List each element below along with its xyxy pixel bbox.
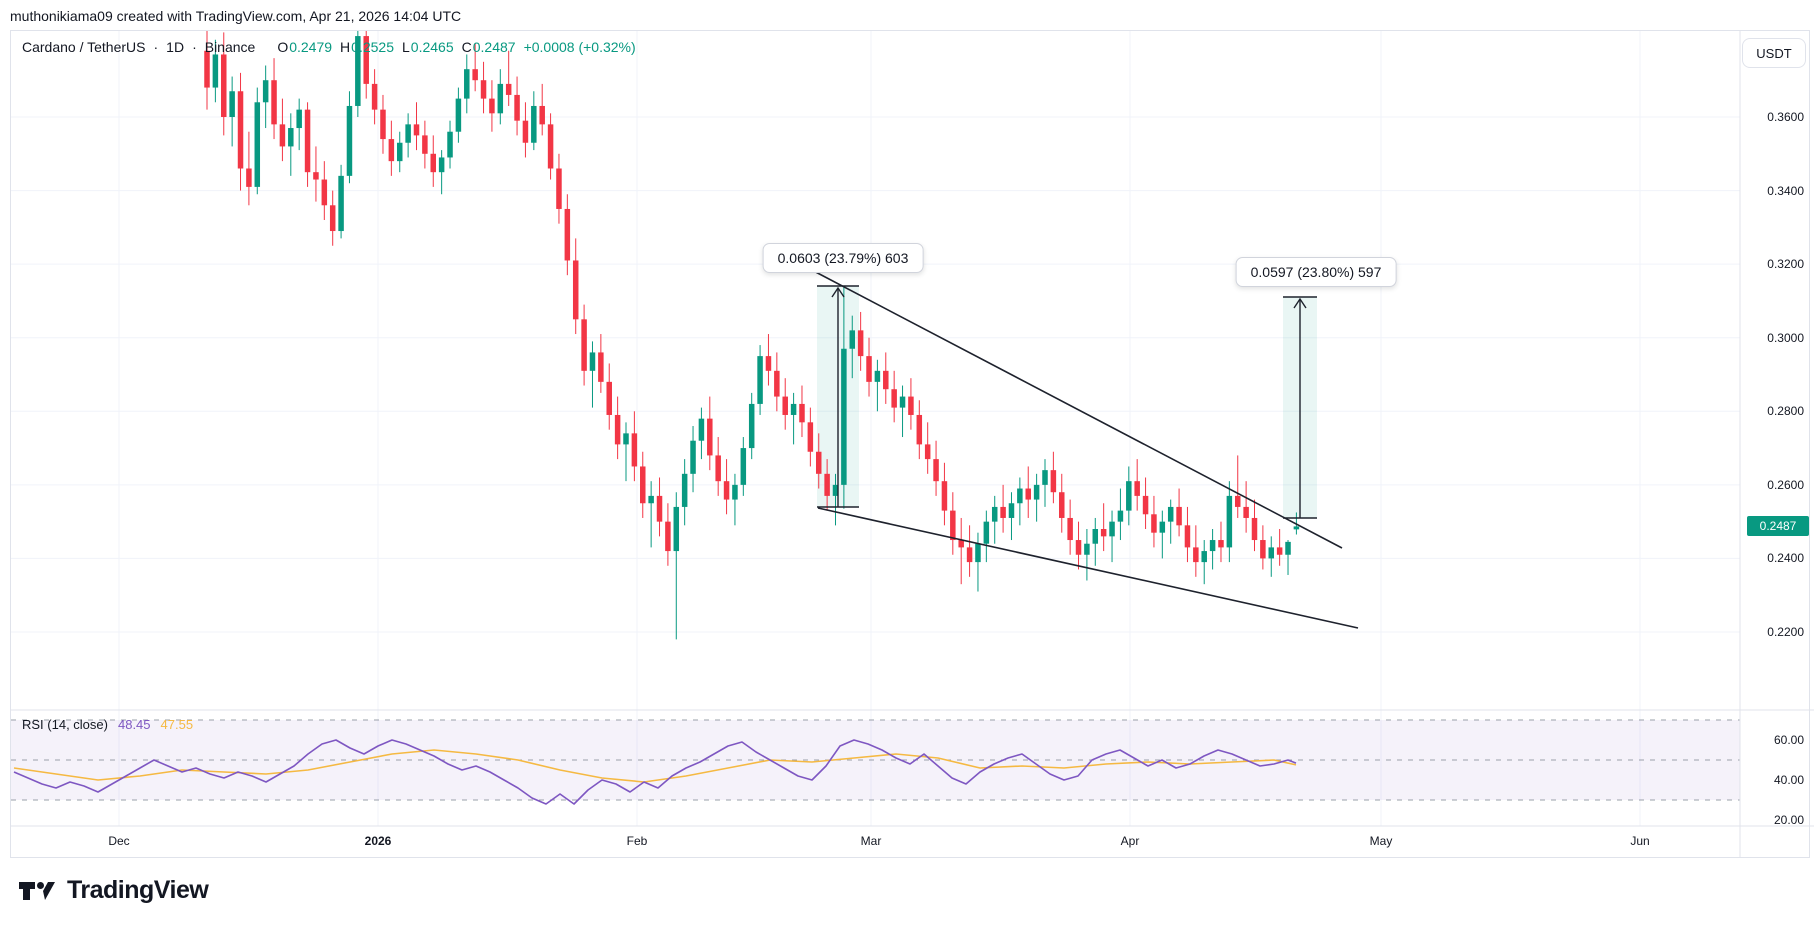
price-tick-label: 0.3600	[1767, 110, 1804, 124]
legend-separator: ·	[192, 39, 197, 55]
ohlc-low: L 0.2465	[402, 39, 454, 55]
rsi-tick-label: 20.00	[1773, 813, 1804, 827]
legend-separator: ·	[153, 39, 159, 55]
price-tick-label: 0.3000	[1767, 330, 1804, 345]
price-tick-label: 0.2400	[1767, 551, 1804, 566]
ohlc-high: H 0.2525	[340, 39, 394, 55]
rsi-ma-value: 47.55	[160, 717, 194, 732]
change-value: +0.0008 (+0.32%)	[523, 39, 636, 55]
symbol-legend[interactable]: Cardano / TetherUS · 1D · Binance O 0.24…	[22, 39, 636, 55]
rsi-tick-label: 40.00	[1773, 773, 1804, 787]
exchange-label[interactable]: Binance	[204, 39, 256, 55]
tradingview-logo[interactable]: TradingView	[17, 876, 209, 905]
price-tick-label: 0.3200	[1767, 257, 1804, 272]
tradingview-logo-icon	[19, 881, 55, 900]
price-tick-label: 0.3400	[1767, 183, 1804, 198]
time-tick-label: 2026	[364, 834, 392, 848]
rsi-value: 48.45	[117, 717, 151, 732]
price-tick-label: 0.2600	[1767, 477, 1804, 492]
ohlc-open: O 0.2479	[277, 39, 333, 55]
attribution-text: muthonikiama09 created with TradingView.…	[10, 8, 462, 24]
time-tick-label: Apr	[1120, 834, 1140, 848]
rsi-label: RSI (14, close)	[22, 717, 108, 732]
currency-usdt-button[interactable]: USDT	[1742, 38, 1806, 68]
measurement-label-2: 0.0597 (23.80%) 597	[1235, 257, 1397, 287]
time-tick-label: Feb	[626, 834, 648, 848]
measurement-label-1: 0.0603 (23.79%) 603	[762, 243, 924, 273]
interval-label[interactable]: 1D	[166, 39, 185, 55]
ohlc-close: C 0.2487	[461, 39, 516, 55]
price-axis[interactable]	[1740, 31, 1814, 826]
time-tick-label: Mar	[860, 834, 882, 848]
price-tick-label: 0.2800	[1767, 404, 1804, 419]
last-price-badge: 0.2487	[1747, 516, 1809, 537]
time-tick-label: Jun	[1630, 834, 1650, 848]
symbol-title[interactable]: Cardano / TetherUS	[22, 39, 146, 55]
rsi-legend: RSI (14, close) 48.45 47.55	[22, 717, 193, 732]
price-tick-label: 0.2200	[1767, 625, 1804, 639]
tradingview-logo-text: TradingView	[67, 876, 209, 904]
time-tick-label: May	[1369, 834, 1393, 848]
time-tick-label: Dec	[108, 834, 130, 848]
rsi-tick-label: 60.00	[1773, 733, 1804, 747]
